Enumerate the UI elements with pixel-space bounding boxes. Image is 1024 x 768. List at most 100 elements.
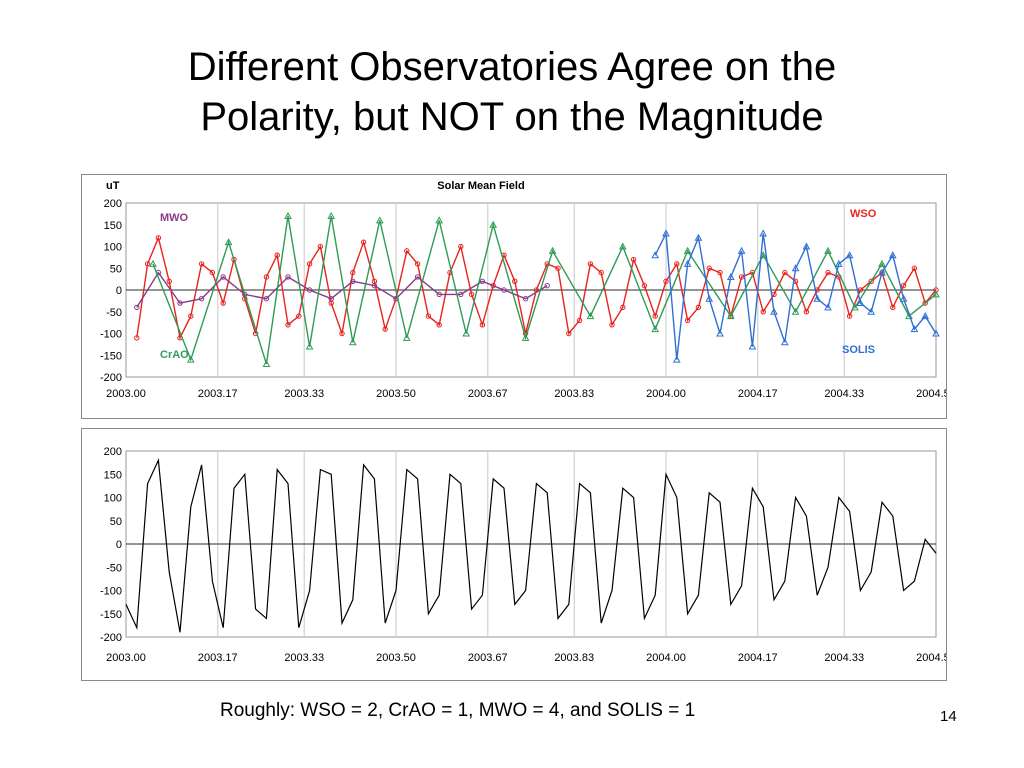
data-point-crao [375,216,384,224]
x-tick-label: 2003.50 [376,388,416,400]
data-point-crao [521,333,530,341]
y-tick-label: -200 [100,372,122,384]
x-tick-label: 2003.67 [468,652,508,664]
chart-1-svg: 2003.00 2003.17 2003.33 2003.50 2003.67 2003.… [100,180,946,400]
y-tick-label: -150 [100,350,122,362]
data-point-crao [284,212,292,220]
data-point-wso [317,243,324,250]
data-point-solis [683,259,692,267]
data-point-solis [770,307,778,315]
composite-field-chart: 2003.00 2003.17 2003.33 2003.50 2003.67 2003.… [81,428,947,681]
data-point-mwo [285,274,291,280]
data-point-wso [188,313,194,319]
data-point-crao [824,246,832,254]
data-point-wso [198,261,205,267]
data-point-wso [382,326,388,332]
data-point-wso [717,269,723,276]
data-point-wso [490,282,496,289]
x-tick-label: 2003.17 [198,388,238,400]
data-point-solis [856,299,865,307]
series-line-composite [125,458,937,633]
series-label-mwo: MWO [160,212,189,224]
data-point-wso [209,269,216,276]
data-point-solis [672,355,681,363]
data-point-wso [436,322,442,328]
data-point-solis [824,303,832,311]
data-point-wso [296,313,302,319]
data-point-wso [414,261,421,267]
data-point-solis [759,229,768,237]
x-tick-label: 2003.33 [284,652,324,664]
data-point-wso [458,243,464,250]
y-tick-label: 100 [104,242,122,254]
data-point-wso [285,322,291,328]
data-point-crao [305,342,314,350]
data-point-solis [748,342,757,350]
x-tick-label: 2004.00 [646,652,686,664]
data-point-solis [813,294,822,302]
data-point-mwo [501,287,507,293]
data-point-crao [186,355,195,363]
y-tick-label: 100 [104,493,122,505]
y-axis-label: uT [106,180,120,192]
data-point-mwo [436,291,442,298]
data-point-wso [825,269,831,276]
chart-2-svg: 2003.00 2003.17 2003.33 2003.50 2003.67 2003.… [100,446,946,664]
data-point-crao [586,312,595,320]
data-point-crao [905,312,913,320]
data-point-crao [327,212,336,220]
data-point-wso [306,261,313,267]
data-point-crao [489,220,498,228]
data-point-mwo [328,296,334,302]
y-tick-label: -100 [100,586,122,598]
x-tick-label: 2003.83 [554,652,594,664]
data-point-mwo [479,278,486,285]
data-point-wso [425,313,432,319]
data-point-solis [921,312,930,320]
y-tick-label: 150 [104,220,122,232]
data-point-wso [404,248,410,254]
data-point-solis [780,338,789,346]
x-tick-label: 2003.83 [554,388,594,400]
data-point-crao [878,259,886,267]
data-point-crao [224,238,233,246]
series-label-solis: SOLIS [842,344,875,356]
data-point-crao [262,359,271,367]
data-point-wso [134,335,140,341]
data-point-wso [350,269,356,276]
x-tick-label: 2004.33 [824,388,864,400]
x-tick-label: 2004.33 [824,652,864,664]
data-point-mwo [220,274,226,280]
data-point-crao [348,338,357,346]
data-point-wso [868,278,874,285]
data-point-wso [155,235,162,241]
series-line-crao [152,215,937,365]
scale-factor-note: Roughly: WSO = 2, CrAO = 1, MWO = 4, and… [220,700,696,721]
slide-title-line-2: Polarity, but NOT on the Magnitude [200,95,824,139]
data-point-wso [479,322,486,328]
data-point-mwo [544,282,550,289]
data-point-wso [760,309,766,315]
data-point-wso [566,330,572,337]
data-point-mwo [414,274,421,280]
data-point-crao [651,325,660,333]
y-tick-label: 50 [110,263,122,275]
x-tick-label: 2003.50 [376,652,416,664]
data-point-solis [662,229,670,237]
data-point-wso [166,278,172,285]
y-tick-label: 200 [104,446,122,458]
data-point-solis [716,329,724,337]
data-point-wso [695,304,702,311]
x-tick-label: 2003.00 [106,652,146,664]
data-point-crao [851,303,859,311]
data-point-mwo [306,287,313,293]
data-point-wso [620,304,626,311]
y-tick-label: 0 [116,539,122,551]
page-number: 14 [940,708,957,725]
series-label-wso: WSO [850,208,877,220]
data-point-mwo [522,296,529,302]
data-point-solis [737,246,746,254]
data-point-solis [899,294,908,302]
data-point-solis [932,329,940,337]
data-point-wso [846,313,853,319]
